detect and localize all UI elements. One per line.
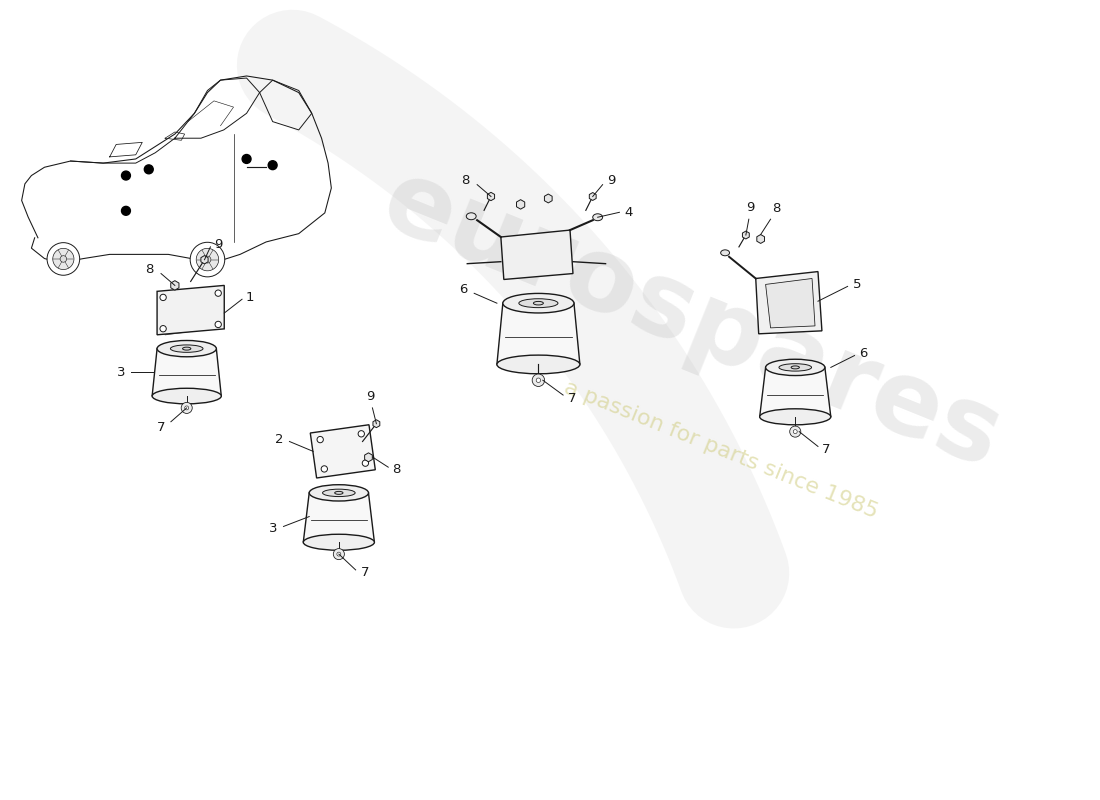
Ellipse shape xyxy=(791,366,800,369)
Text: 8: 8 xyxy=(772,202,781,215)
Polygon shape xyxy=(497,303,580,365)
Text: 9: 9 xyxy=(366,390,375,403)
Circle shape xyxy=(321,466,328,472)
Text: 4: 4 xyxy=(625,206,632,219)
Circle shape xyxy=(337,552,341,556)
Text: 6: 6 xyxy=(859,347,868,360)
Circle shape xyxy=(532,374,544,386)
Polygon shape xyxy=(304,493,374,542)
Polygon shape xyxy=(766,278,815,328)
Text: 7: 7 xyxy=(568,391,576,405)
Circle shape xyxy=(333,549,344,560)
Circle shape xyxy=(47,242,79,275)
Text: 9: 9 xyxy=(747,202,755,214)
Polygon shape xyxy=(760,367,830,417)
Polygon shape xyxy=(487,192,495,201)
Ellipse shape xyxy=(766,359,825,375)
Circle shape xyxy=(536,378,540,382)
Polygon shape xyxy=(165,298,210,334)
Ellipse shape xyxy=(593,214,603,221)
Circle shape xyxy=(317,437,323,442)
Circle shape xyxy=(790,426,801,437)
Circle shape xyxy=(160,294,166,301)
Ellipse shape xyxy=(304,534,374,550)
Text: eurospares: eurospares xyxy=(367,151,1015,491)
Polygon shape xyxy=(157,286,224,334)
Circle shape xyxy=(214,290,221,296)
Text: 5: 5 xyxy=(852,278,861,291)
Circle shape xyxy=(121,206,131,215)
Ellipse shape xyxy=(503,294,574,313)
Polygon shape xyxy=(170,281,179,290)
Text: 3: 3 xyxy=(270,522,277,535)
Polygon shape xyxy=(373,420,380,428)
Circle shape xyxy=(204,256,211,263)
Circle shape xyxy=(793,430,798,434)
Polygon shape xyxy=(756,271,822,334)
Polygon shape xyxy=(500,230,573,279)
Text: 2: 2 xyxy=(275,433,284,446)
Text: 9: 9 xyxy=(214,238,222,251)
Polygon shape xyxy=(152,349,221,396)
Circle shape xyxy=(160,326,166,332)
Ellipse shape xyxy=(157,341,217,357)
Ellipse shape xyxy=(322,489,355,497)
Ellipse shape xyxy=(466,213,476,220)
Circle shape xyxy=(121,171,131,180)
Ellipse shape xyxy=(170,345,204,352)
Text: 1: 1 xyxy=(246,290,254,304)
Polygon shape xyxy=(517,200,525,209)
Ellipse shape xyxy=(779,364,812,371)
Circle shape xyxy=(144,165,153,174)
Circle shape xyxy=(242,154,251,163)
Ellipse shape xyxy=(519,298,558,308)
Text: 7: 7 xyxy=(822,443,830,456)
Circle shape xyxy=(359,430,364,437)
Circle shape xyxy=(190,242,224,277)
Text: 8: 8 xyxy=(461,174,470,187)
Ellipse shape xyxy=(334,491,343,494)
Ellipse shape xyxy=(309,485,368,501)
Polygon shape xyxy=(364,453,372,462)
Circle shape xyxy=(214,322,221,328)
Text: 9: 9 xyxy=(607,174,616,187)
Ellipse shape xyxy=(760,409,830,425)
Text: 3: 3 xyxy=(117,366,125,379)
Circle shape xyxy=(60,256,67,262)
Text: 7: 7 xyxy=(156,421,165,434)
Text: 6: 6 xyxy=(459,283,468,296)
Circle shape xyxy=(362,460,369,466)
Circle shape xyxy=(53,248,74,270)
Circle shape xyxy=(268,161,277,170)
Text: 8: 8 xyxy=(393,462,400,476)
Circle shape xyxy=(196,248,219,271)
Polygon shape xyxy=(742,231,749,239)
Text: 7: 7 xyxy=(361,566,370,579)
Polygon shape xyxy=(544,194,552,203)
Ellipse shape xyxy=(183,347,191,350)
Polygon shape xyxy=(201,255,208,264)
Polygon shape xyxy=(757,234,764,243)
Ellipse shape xyxy=(497,355,580,374)
Ellipse shape xyxy=(152,388,221,404)
Text: a passion for parts since 1985: a passion for parts since 1985 xyxy=(561,377,881,522)
Circle shape xyxy=(182,402,192,414)
Ellipse shape xyxy=(534,302,543,305)
Polygon shape xyxy=(590,193,596,201)
Polygon shape xyxy=(310,425,375,478)
Circle shape xyxy=(185,406,189,410)
Text: 8: 8 xyxy=(145,263,153,276)
Ellipse shape xyxy=(720,250,729,256)
